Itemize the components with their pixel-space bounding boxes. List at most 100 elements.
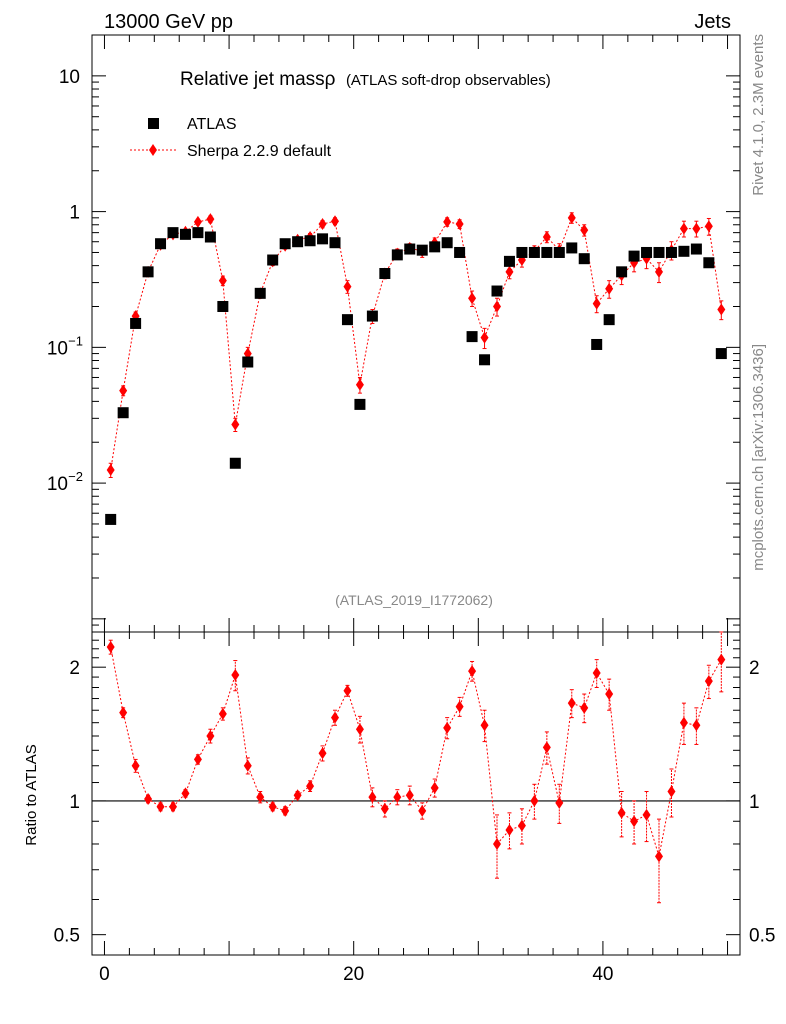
atlas-point	[665, 246, 677, 258]
ratio-point	[393, 791, 402, 804]
ratio-point	[630, 815, 639, 828]
atlas-point	[479, 354, 491, 366]
atlas-point	[503, 255, 515, 267]
atlas-point	[267, 254, 279, 266]
ratio-point	[480, 719, 489, 732]
main-ytick-label: 1	[69, 203, 80, 224]
mc-point	[655, 265, 663, 278]
ratio-point	[268, 800, 277, 813]
atlas-point	[167, 227, 179, 239]
atlas-point	[454, 246, 466, 258]
atlas-point	[703, 257, 715, 269]
header-right: Jets	[694, 11, 731, 33]
atlas-point	[217, 300, 229, 312]
ratio-point	[580, 701, 589, 714]
mc-point	[605, 282, 614, 295]
ratio-point	[418, 804, 427, 817]
atlas-point	[329, 237, 341, 249]
main-ytick-label: 10	[47, 474, 68, 495]
mc-point	[717, 303, 726, 316]
mc-point	[231, 418, 240, 431]
atlas-point	[441, 237, 453, 249]
atlas-point	[516, 246, 528, 258]
ratio-point	[181, 787, 190, 800]
mc-point	[567, 211, 576, 224]
ratio-point	[430, 781, 439, 794]
plot-title-sub: (ATLAS soft-drop observables)	[346, 72, 551, 89]
atlas-point	[192, 227, 204, 239]
atlas-point	[603, 314, 615, 326]
ratio-line	[110, 646, 722, 857]
atlas-point	[142, 266, 154, 278]
mc-point	[542, 231, 551, 244]
main-ytick-label-exp: −1	[68, 333, 83, 348]
ratio-ytick-label-left: 1	[69, 792, 80, 813]
side-label-rivet: Rivet 4.1.0, 2.3M events	[750, 34, 767, 196]
ratio-point	[281, 804, 290, 817]
ratio-point	[443, 721, 452, 734]
plot-title: Relative jet massρ (ATLAS soft-drop obse…	[180, 69, 551, 90]
ratio-point	[206, 730, 215, 743]
mc-point	[505, 265, 514, 278]
main-axis-ticks	[92, 34, 740, 633]
atlas-point	[254, 287, 266, 299]
main-ytick-label-exp: −2	[68, 469, 83, 484]
atlas-point	[204, 231, 216, 243]
atlas-point	[179, 228, 191, 240]
ratio-point	[655, 850, 663, 863]
ratio-axis-tick-labels: 0.5 0.51 12 20 20 40	[54, 658, 776, 985]
ratio-point	[455, 700, 464, 713]
mc-point	[206, 213, 215, 226]
ratio-point	[679, 716, 688, 729]
legend-mc-marker	[149, 144, 157, 156]
atlas-point	[292, 236, 304, 248]
ratio-point	[692, 719, 701, 732]
mc-point	[355, 378, 364, 391]
ratio-xtick-label: 20	[343, 964, 364, 985]
ratio-point	[144, 793, 153, 806]
mc-point	[592, 297, 601, 310]
ratio-point	[468, 665, 477, 678]
ratio-point	[156, 800, 165, 813]
mc-point	[493, 300, 501, 313]
main-ytick-label: 10	[59, 67, 80, 88]
ratio-point	[218, 707, 227, 720]
mc-point	[119, 384, 128, 397]
ratio-point	[592, 667, 601, 680]
atlas-point	[578, 253, 590, 265]
atlas-point	[553, 246, 565, 258]
atlas-point	[591, 338, 603, 350]
header-left: 13000 GeV pp	[104, 11, 233, 33]
ratio-point	[231, 669, 240, 682]
atlas-point	[715, 348, 727, 360]
ratio-point	[169, 800, 177, 813]
mc-point	[343, 280, 352, 293]
ratio-point	[505, 824, 514, 837]
ratio-point	[306, 780, 315, 793]
mc-point	[480, 331, 489, 344]
ratio-ylabel: Ratio to ATLAS	[23, 744, 40, 845]
ratio-point	[256, 791, 265, 804]
main-ytick-label: 10	[47, 338, 68, 359]
ratio-ytick-label-right: 1	[749, 792, 760, 813]
mc-point	[331, 215, 339, 228]
atlas-point	[341, 314, 353, 326]
ratio-point	[131, 759, 140, 772]
side-label-source: mcplots.cern.ch [arXiv:1306.3436]	[750, 344, 767, 571]
atlas-point	[404, 243, 416, 255]
atlas-point	[628, 250, 640, 262]
ratio-point	[405, 789, 414, 802]
ratio-point	[567, 697, 576, 710]
ratio-ytick-label-left: 0.5	[54, 926, 80, 947]
atlas-point	[317, 233, 329, 245]
main-series-layer	[105, 211, 727, 525]
ratio-point	[119, 706, 128, 719]
ratio-point	[293, 789, 302, 802]
mc-point	[692, 222, 701, 235]
ratio-point	[493, 837, 501, 850]
mc-point	[704, 220, 713, 233]
mc-point	[455, 218, 464, 231]
atlas-point	[105, 513, 117, 525]
